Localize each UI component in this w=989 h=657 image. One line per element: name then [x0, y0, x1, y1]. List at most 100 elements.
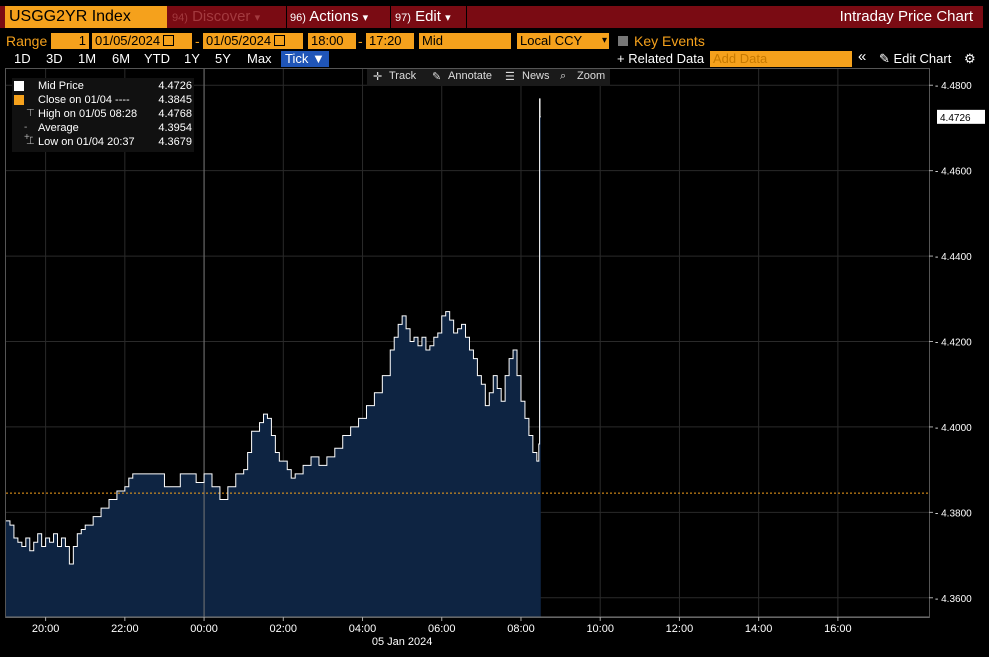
key-events-checkbox[interactable]	[618, 36, 628, 46]
edit-menu[interactable]: 97) Edit ▾	[395, 6, 451, 28]
ticker-field[interactable]: USGG2YR Index	[5, 6, 167, 28]
legend-value: 4.3954	[158, 122, 192, 134]
x-date-label: 05 Jan 2024	[372, 636, 433, 648]
actions-menu-label: Actions	[309, 8, 359, 25]
x-tick-label: 16:00	[824, 623, 852, 635]
chevron-down-icon: ▾	[362, 12, 369, 24]
tab-3d[interactable]: 3D	[46, 51, 63, 66]
date-dash: -	[195, 33, 200, 49]
y-tick-label: - 4.3600	[935, 594, 972, 605]
y-tick-label: - 4.4800	[935, 81, 972, 92]
annotate-tool[interactable]: Annotate	[448, 70, 493, 82]
menu-separator	[390, 6, 391, 28]
x-tick-label: 02:00	[270, 623, 298, 635]
x-tick-label: 04:00	[349, 623, 377, 635]
tab-1d[interactable]: 1D	[14, 51, 31, 66]
x-tick-label: 20:00	[32, 623, 60, 635]
related-data-button[interactable]: + Related Data	[617, 51, 705, 66]
legend-value: 4.3845	[158, 94, 192, 106]
gear-icon[interactable]: ⚙	[964, 51, 976, 66]
tab-1m[interactable]: 1M	[78, 51, 97, 66]
range-label: Range	[6, 33, 48, 49]
legend-name: Average	[38, 122, 79, 134]
add-data-input[interactable]: Add Data	[710, 51, 852, 67]
price-area	[6, 98, 541, 617]
y-tick-label: - 4.3800	[935, 508, 972, 519]
page-title: Intraday Price Chart	[839, 8, 973, 25]
discover-menu-label: Discover	[192, 8, 251, 25]
legend-high[interactable]: ⊤ High on 01/05 08:28 4.4768	[12, 107, 194, 121]
legend-value: 4.4726	[158, 80, 192, 92]
legend-name: Mid Price	[38, 80, 84, 92]
x-tick-label: 00:00	[190, 623, 218, 635]
chevron-down-icon: ▾	[445, 12, 451, 24]
crosshair-icon: ✛	[373, 71, 383, 83]
end-time-field[interactable]: 17:20	[366, 33, 414, 49]
time-dash: -	[358, 33, 363, 49]
legend-average[interactable]: -+- Average 4.3954	[12, 121, 194, 143]
legend-value: 4.4768	[158, 108, 192, 120]
x-tick-label: 06:00	[428, 623, 456, 635]
price-line	[6, 98, 541, 565]
legend-mid-price[interactable]: Mid Price 4.4726	[12, 79, 194, 93]
news-icon: ☰	[505, 71, 515, 83]
legend-close[interactable]: Close on 01/04 ---- 4.3845	[12, 93, 194, 107]
tab-5y[interactable]: 5Y	[215, 51, 231, 66]
zoom-tool[interactable]: Zoom	[577, 70, 606, 82]
last-price-box	[937, 109, 985, 124]
price-field-select[interactable]: Mid	[419, 33, 511, 49]
menu-separator	[286, 6, 287, 28]
tick-dropdown[interactable]: Tick ▼	[281, 51, 329, 67]
edit-chart-button[interactable]: ✎ Edit Chart	[879, 51, 952, 66]
discover-menu-number: 94)	[172, 12, 188, 24]
currency-value: Local CCY	[520, 33, 583, 48]
news-tool[interactable]: News	[522, 70, 550, 82]
high-marker-icon: ⊤	[26, 108, 35, 119]
start-time-field[interactable]: 18:00	[308, 33, 356, 49]
tab-1y[interactable]: 1Y	[184, 51, 200, 66]
end-date-field[interactable]: 01/05/2024	[203, 33, 303, 49]
actions-menu[interactable]: 96) Actions ▾	[290, 6, 368, 28]
white-square-icon	[14, 81, 24, 91]
actions-menu-number: 96)	[290, 12, 306, 24]
chart-tools-bar: ✛ Track ✎ Annotate ☰ News ⌕ Zoom	[367, 69, 610, 86]
y-tick-label: - 4.4200	[935, 338, 972, 349]
chart-legend: Mid Price 4.4726 Close on 01/04 ---- 4.3…	[12, 78, 194, 152]
tab-ytd[interactable]: YTD	[144, 51, 170, 66]
last-price-label: 4.4726	[940, 113, 971, 124]
legend-name: Close on 01/04 ----	[38, 94, 130, 106]
track-tool[interactable]: Track	[389, 70, 417, 82]
zoom-icon: ⌕	[560, 70, 567, 82]
period-toolbar: 1D 3D 1M 6M YTD 1Y 5Y Max Tick ▼ + Relat…	[0, 48, 989, 68]
orange-square-icon	[14, 95, 24, 105]
x-tick-label: 22:00	[111, 623, 139, 635]
range-input[interactable]: 1	[51, 33, 89, 49]
pencil-icon: ✎	[432, 71, 442, 83]
calendar-icon[interactable]	[274, 35, 286, 46]
legend-low[interactable]: ⊥ Low on 01/04 20:37 4.3679	[12, 135, 194, 149]
end-date-value: 01/05/2024	[206, 33, 272, 48]
legend-value: 4.3679	[158, 136, 192, 148]
tab-max[interactable]: Max	[247, 51, 272, 66]
collapse-icon[interactable]: «	[858, 48, 867, 65]
x-tick-label: 12:00	[666, 623, 694, 635]
range-controls: Range 1 01/05/2024 - 01/05/2024 18:00 - …	[0, 32, 989, 50]
x-tick-label: 14:00	[745, 623, 773, 635]
y-tick-label: - 4.4600	[935, 167, 972, 178]
y-tick-label: - 4.4400	[935, 252, 972, 263]
discover-menu[interactable]: 94) Discover ▾	[172, 6, 260, 28]
key-events-label: Key Events	[634, 33, 705, 49]
average-marker-icon: -+-	[24, 122, 34, 143]
edit-menu-number: 97)	[395, 12, 411, 24]
y-tick-label: - 4.4000	[935, 423, 972, 434]
menu-separator	[466, 6, 467, 28]
chevron-down-icon: ▾	[601, 35, 607, 46]
low-marker-icon: ⊥	[26, 136, 35, 147]
legend-name: High on 01/05 08:28	[38, 108, 138, 120]
calendar-icon[interactable]	[163, 35, 175, 46]
tab-6m[interactable]: 6M	[112, 51, 131, 66]
edit-menu-label: Edit	[415, 8, 441, 25]
start-date-field[interactable]: 01/05/2024	[92, 33, 192, 49]
currency-select[interactable]: Local CCY ▾	[517, 33, 609, 49]
